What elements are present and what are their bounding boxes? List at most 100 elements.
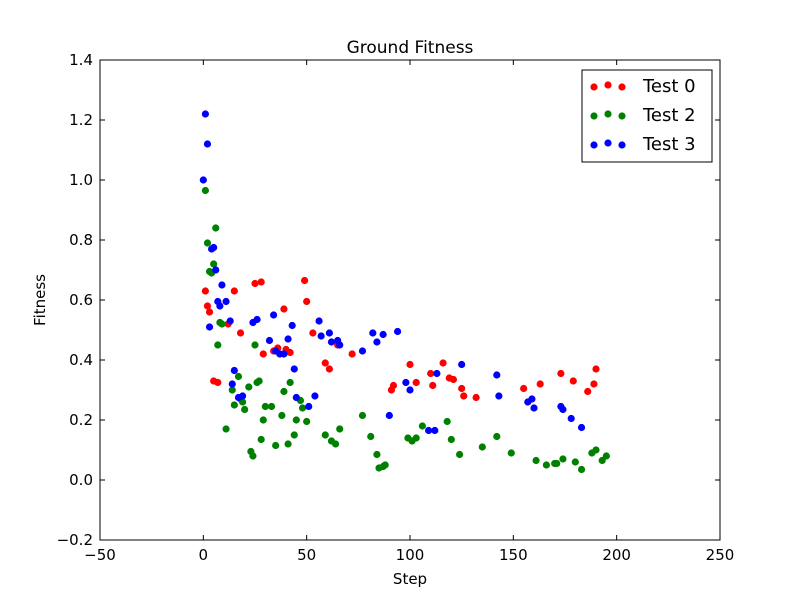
data-point bbox=[478, 443, 486, 451]
data-point bbox=[443, 417, 451, 426]
data-point bbox=[309, 329, 317, 337]
legend-box bbox=[581, 69, 713, 163]
data-point bbox=[201, 287, 209, 295]
series-test-3 bbox=[199, 110, 586, 435]
data-point bbox=[280, 305, 288, 313]
legend-entry: Test 3 bbox=[590, 134, 696, 155]
legend: Test 0 Test 2 Test 3 bbox=[581, 69, 713, 163]
y-tick-label: 1.0 bbox=[69, 171, 93, 189]
data-point bbox=[321, 431, 329, 439]
data-point bbox=[389, 381, 398, 390]
data-point bbox=[210, 243, 218, 252]
data-point bbox=[507, 449, 515, 457]
data-point bbox=[472, 393, 480, 402]
legend-entry: Test 0 bbox=[590, 76, 696, 97]
x-tick-label: 100 bbox=[396, 546, 425, 564]
data-point bbox=[559, 405, 567, 414]
data-point bbox=[592, 365, 600, 373]
data-point bbox=[369, 329, 377, 337]
data-point bbox=[280, 350, 288, 358]
x-tick-label: 50 bbox=[297, 546, 316, 564]
data-point bbox=[214, 378, 222, 387]
chart-title: Ground Fitness bbox=[347, 38, 474, 58]
data-point bbox=[332, 440, 340, 448]
data-point bbox=[216, 302, 224, 310]
legend-entry: Test 2 bbox=[590, 105, 696, 126]
y-tick-label: 0.8 bbox=[69, 231, 93, 249]
data-point bbox=[311, 392, 319, 400]
data-point bbox=[315, 317, 323, 325]
x-tick-label: 250 bbox=[706, 546, 735, 564]
data-point bbox=[210, 260, 218, 268]
data-point bbox=[228, 380, 236, 388]
data-point bbox=[528, 395, 536, 403]
data-point bbox=[301, 276, 309, 285]
data-point bbox=[493, 371, 501, 379]
legend-marker bbox=[604, 110, 612, 118]
axis-ticks bbox=[99, 59, 721, 541]
data-point bbox=[203, 302, 212, 310]
legend-marker bbox=[618, 141, 626, 149]
data-point bbox=[406, 386, 414, 394]
data-point bbox=[236, 329, 245, 337]
data-point bbox=[214, 341, 222, 349]
data-point bbox=[493, 432, 501, 441]
y-axis-label: Fitness bbox=[31, 274, 49, 326]
data-point bbox=[303, 417, 311, 426]
data-point bbox=[298, 404, 307, 412]
data-point bbox=[402, 378, 410, 387]
data-point bbox=[602, 452, 610, 460]
y-tick-label: 0.4 bbox=[69, 351, 93, 369]
data-point bbox=[257, 278, 265, 286]
data-point bbox=[257, 435, 265, 444]
data-point bbox=[460, 392, 468, 400]
x-tick-label: 0 bbox=[199, 546, 209, 564]
data-point bbox=[425, 426, 433, 435]
x-tick-label: 150 bbox=[499, 546, 528, 564]
data-point bbox=[278, 411, 286, 420]
x-tick-label: −50 bbox=[84, 546, 116, 564]
data-point bbox=[234, 372, 243, 381]
data-point bbox=[303, 297, 311, 306]
data-point bbox=[458, 384, 466, 393]
data-point bbox=[321, 359, 329, 367]
x-tick-label: 200 bbox=[602, 546, 631, 564]
data-point bbox=[520, 384, 528, 393]
data-point bbox=[292, 416, 300, 424]
legend-label: Test 0 bbox=[642, 76, 696, 97]
data-point bbox=[348, 350, 356, 358]
data-point bbox=[542, 461, 551, 469]
legend-label: Test 3 bbox=[642, 134, 696, 155]
data-point bbox=[336, 425, 344, 433]
data-point bbox=[255, 377, 263, 385]
data-point bbox=[553, 459, 561, 468]
data-point bbox=[259, 416, 267, 424]
data-point bbox=[212, 224, 220, 232]
data-point bbox=[253, 315, 261, 324]
data-point bbox=[381, 461, 389, 469]
legend-label: Test 2 bbox=[642, 105, 696, 126]
y-tick-label: 0.6 bbox=[69, 291, 93, 309]
data-point bbox=[203, 239, 212, 247]
data-point bbox=[284, 335, 292, 343]
legend-marker bbox=[618, 112, 626, 120]
data-point bbox=[458, 360, 466, 369]
data-point bbox=[286, 378, 294, 387]
data-point bbox=[577, 465, 586, 474]
data-point bbox=[567, 414, 575, 423]
data-point bbox=[201, 110, 209, 118]
data-point bbox=[205, 323, 214, 331]
data-point bbox=[203, 140, 212, 148]
data-point bbox=[226, 317, 234, 325]
data-point bbox=[222, 297, 230, 306]
data-point bbox=[212, 266, 220, 274]
legend-marker bbox=[590, 83, 598, 91]
data-point bbox=[201, 186, 209, 195]
data-point bbox=[251, 279, 259, 288]
data-point bbox=[205, 308, 214, 316]
data-point bbox=[557, 369, 565, 378]
data-point bbox=[456, 450, 464, 459]
data-point bbox=[218, 320, 226, 328]
data-point bbox=[394, 327, 402, 336]
data-point bbox=[577, 423, 586, 432]
